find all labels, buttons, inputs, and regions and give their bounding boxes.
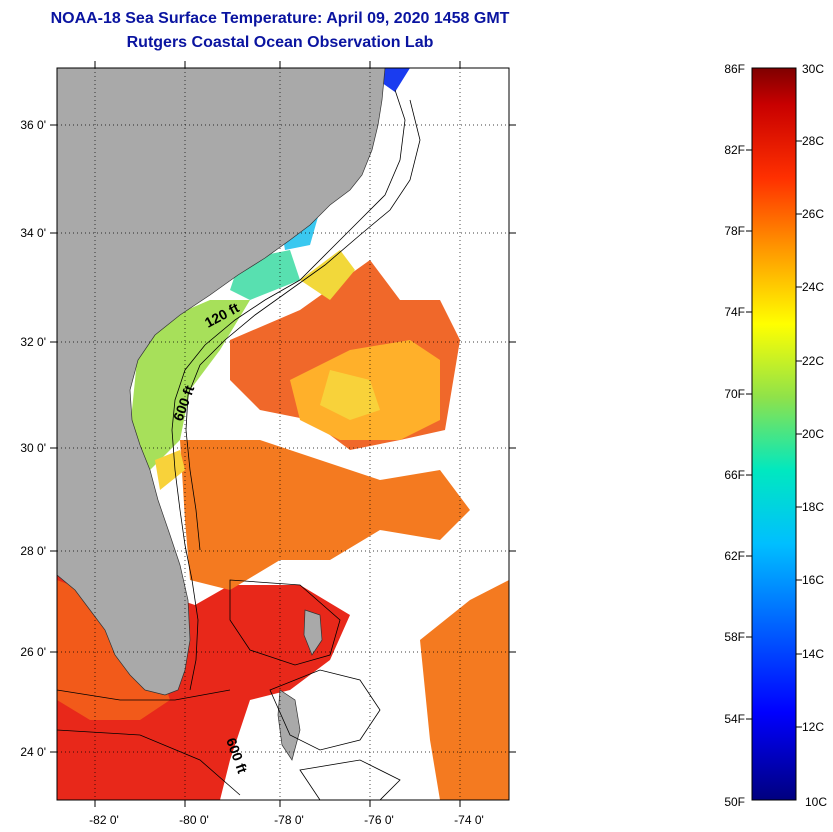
lat-label: 30 0' xyxy=(20,441,46,455)
colorbar-label-f: 50F xyxy=(724,795,745,809)
map-frame xyxy=(56,67,510,801)
colorbar-ticks xyxy=(746,140,802,728)
colorbar-label-c: 10C xyxy=(805,795,827,809)
colorbar-label-f: 82F xyxy=(724,143,745,157)
colorbar-label-c: 28C xyxy=(802,134,824,148)
colorbar-label-c: 26C xyxy=(802,207,824,221)
colorbar-label-c: 14C xyxy=(802,647,824,661)
colorbar-label-f: 66F xyxy=(724,468,745,482)
colorbar-label-c: 20C xyxy=(802,427,824,441)
axis-ticks xyxy=(50,61,516,807)
colorbar-label-f: 74F xyxy=(724,305,745,319)
lon-label: -78 0' xyxy=(274,813,304,827)
island xyxy=(277,689,301,761)
lon-label: -76 0' xyxy=(364,813,394,827)
land-mass xyxy=(57,68,386,696)
map-title: NOAA-18 Sea Surface Temperature: April 0… xyxy=(50,10,510,27)
colorbar-label-f: 58F xyxy=(724,630,745,644)
map-subtitle: Rutgers Coastal Ocean Observation Lab xyxy=(126,34,434,51)
sst-patches xyxy=(57,68,509,800)
colorbar-label-f: 70F xyxy=(724,387,745,401)
lat-label: 26 0' xyxy=(20,645,46,659)
lat-label: 36 0' xyxy=(20,118,46,132)
lon-label: -74 0' xyxy=(454,813,484,827)
colorbar xyxy=(751,67,797,801)
colorbar-label-c: 12C xyxy=(802,720,824,734)
lat-label: 28 0' xyxy=(20,544,46,558)
colorbar-label-c: 16C xyxy=(802,573,824,587)
lat-label: 32 0' xyxy=(20,335,46,349)
colorbar-label-c: 24C xyxy=(802,280,824,294)
colorbar-label-c: 22C xyxy=(802,354,824,368)
lat-label: 34 0' xyxy=(20,226,46,240)
lon-label: -82 0' xyxy=(89,813,119,827)
lon-label: -80 0' xyxy=(179,813,209,827)
colorbar-label-c: 30C xyxy=(802,62,824,76)
island xyxy=(303,609,323,656)
depth-contours xyxy=(57,89,421,800)
graticule xyxy=(57,68,509,800)
colorbar-label-c: 18C xyxy=(802,500,824,514)
colorbar-label-f: 78F xyxy=(724,224,745,238)
colorbar-label-f: 54F xyxy=(724,712,745,726)
colorbar-label-f: 86F xyxy=(724,62,745,76)
lat-label: 24 0' xyxy=(20,745,46,759)
colorbar-label-f: 62F xyxy=(724,549,745,563)
